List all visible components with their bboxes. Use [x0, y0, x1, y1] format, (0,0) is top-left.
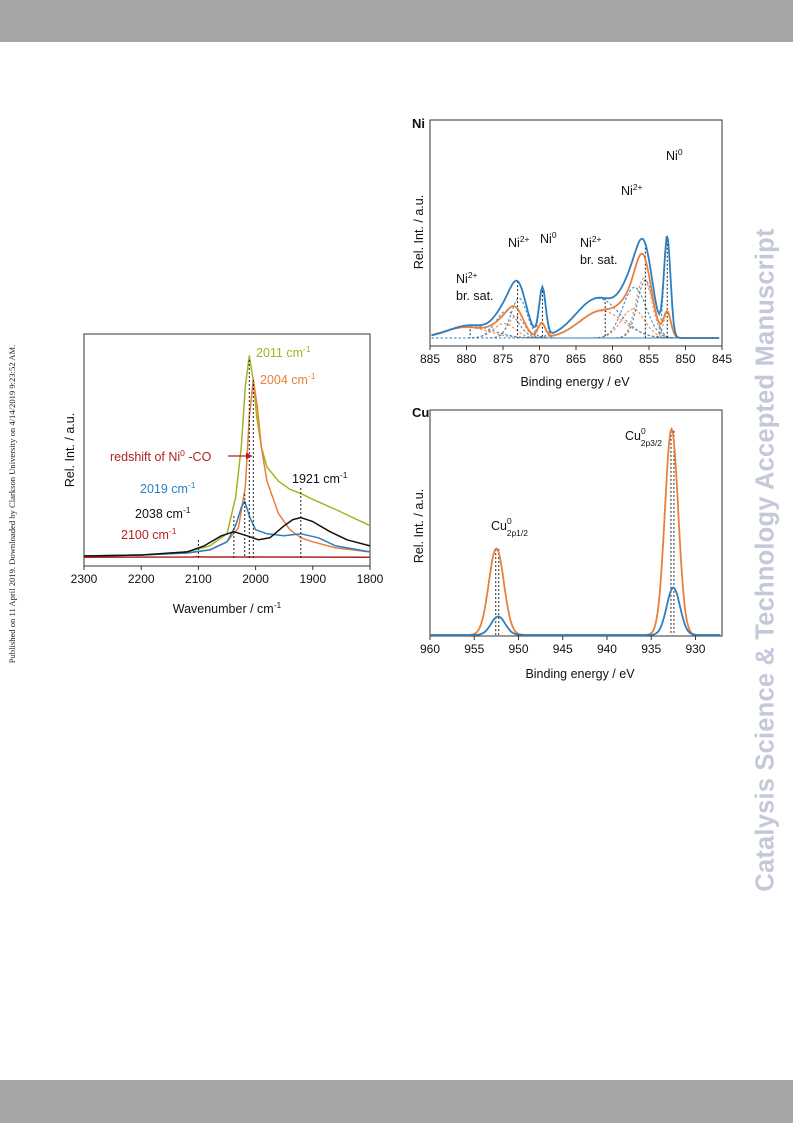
ni-x-tick-label: 850 [675, 352, 695, 366]
ir-x-axis-label: Wavenumber / cm-1 [173, 600, 282, 616]
ir-x-tick-label: 2000 [242, 572, 269, 586]
ni-peak-label: Ni2+ [456, 270, 478, 286]
cu-x-tick-label: 935 [641, 642, 661, 656]
ni-peak-label: Ni2+ [508, 234, 530, 250]
ni-orange-component-curve [431, 277, 720, 339]
ni-x-tick-label: 845 [712, 352, 732, 366]
cu-x-tick-label: 950 [508, 642, 528, 656]
ni-x-tick-label: 885 [420, 352, 440, 366]
ir-series-line-red [83, 555, 371, 558]
cu-plot-frame [429, 409, 723, 637]
header-bar [0, 0, 793, 42]
cu-blue-spectrum [430, 586, 721, 636]
ni-y-axis-label: Rel. Int. / a.u. [412, 195, 426, 269]
ir-x-tick-label: 2200 [128, 572, 155, 586]
ir-x-tick-label: 1900 [299, 572, 326, 586]
ni-panel-title: Ni [412, 116, 425, 131]
ir-peak-label: 2019 cm-1 [140, 480, 196, 496]
ni-peak-label-line2: br. sat. [580, 253, 618, 267]
ir-peak-label: 2038 cm-1 [135, 505, 191, 521]
ir-peak-label: 1921 cm-1 [292, 470, 348, 486]
footer-bar [0, 1080, 793, 1123]
cu-x-tick-label: 960 [420, 642, 440, 656]
ni-peak-label: Ni0 [666, 147, 683, 163]
ni-x-tick-label: 855 [639, 352, 659, 366]
ir-peak-label: 2011 cm-1 [256, 344, 311, 360]
cu-x-tick-label: 945 [553, 642, 573, 656]
ir-peak-label: 2100 cm-1 [121, 526, 177, 542]
cu-orange-spectrum [430, 426, 721, 636]
ir-peak-label: redshift of Ni0 -CO [110, 448, 212, 464]
ni-blue-component-curve [431, 310, 720, 339]
cu-peak-label: Cu0 2p3/2 [625, 426, 662, 448]
cu-x-axis-label: Binding energy / eV [525, 667, 635, 681]
cu-panel-title: Cu [412, 405, 429, 420]
ni-peak-label: Ni2+ [621, 182, 643, 198]
ni-x-tick-label: 875 [493, 352, 513, 366]
ni-x-tick-label: 865 [566, 352, 586, 366]
ir-y-axis-label: Rel. Int. / a.u. [63, 413, 77, 487]
ni-x-tick-label: 880 [456, 352, 476, 366]
ni-x-axis-label: Binding energy / eV [520, 375, 630, 389]
ni-x-tick-label: 870 [529, 352, 549, 366]
ir-plot-frame [83, 333, 371, 567]
cu-x-tick-label: 930 [685, 642, 705, 656]
cu-x-tick-label: 955 [464, 642, 484, 656]
ir-peak-label: 2004 cm-1 [260, 371, 316, 387]
ir-x-tick-label: 2100 [185, 572, 212, 586]
ir-redshift-arrow-head [246, 452, 252, 460]
ir-x-tick-label: 1800 [357, 572, 384, 586]
cu-x-tick-label: 940 [597, 642, 617, 656]
ni-peak-label: Ni2+ [580, 234, 602, 250]
ir-series-line-black [83, 516, 371, 557]
cu-y-axis-label: Rel. Int. / a.u. [412, 489, 426, 563]
ni-peak-label: Ni0 [540, 230, 557, 246]
ni-blue-envelope [431, 235, 720, 339]
ni-orange-envelope [431, 252, 720, 339]
ni-x-tick-label: 860 [602, 352, 622, 366]
ir-x-tick-label: 2300 [71, 572, 98, 586]
cu-peak-label: Cu0 2p1/2 [491, 516, 528, 538]
ir-series-line-blue [83, 500, 371, 557]
ni-peak-label-line2: br. sat. [456, 289, 494, 303]
